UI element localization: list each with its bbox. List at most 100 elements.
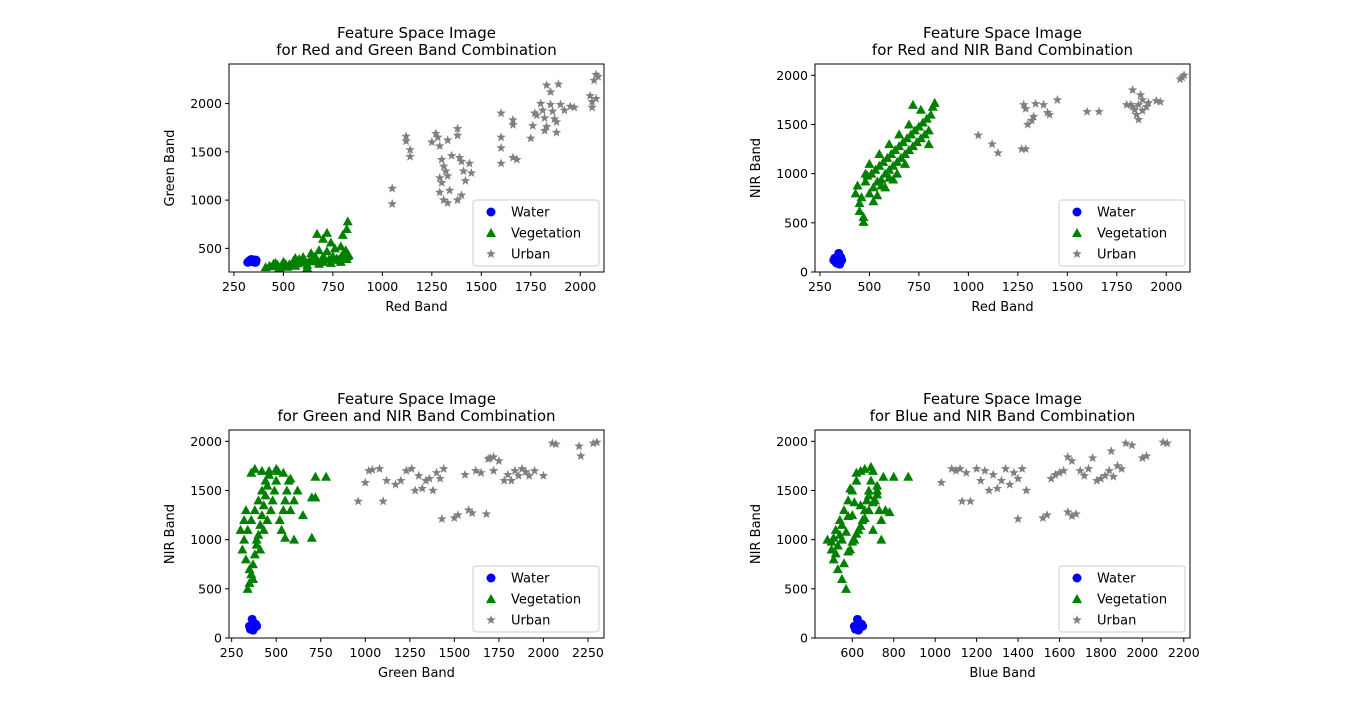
y-tick-label: 1000 <box>776 166 808 181</box>
data-point-urban <box>524 470 534 480</box>
data-point-urban <box>449 513 460 523</box>
data-point-urban <box>431 467 442 477</box>
data-point-vegetation <box>852 180 863 190</box>
data-point-urban <box>1022 119 1033 129</box>
data-point-vegetation <box>292 485 303 495</box>
data-point-urban <box>1052 94 1063 104</box>
data-point-urban <box>446 150 457 160</box>
legend-box <box>472 565 600 633</box>
data-point-urban <box>481 509 492 519</box>
data-point-vegetation <box>868 182 879 192</box>
data-point-vegetation <box>915 104 926 114</box>
data-point-urban <box>1028 111 1039 121</box>
x-tick-label: 1000 <box>366 279 398 294</box>
data-point-vegetation <box>251 534 262 544</box>
data-point-urban <box>1067 511 1077 521</box>
x-tick-label: 250 <box>220 645 244 660</box>
data-point-urban <box>1044 109 1055 119</box>
data-point-vegetation <box>285 473 296 483</box>
data-point-vegetation <box>335 241 346 251</box>
x-tick-label: 2000 <box>1150 279 1182 294</box>
axes-frame <box>814 429 1191 639</box>
data-point-urban <box>529 108 540 118</box>
data-point-vegetation <box>341 224 352 234</box>
data-point-urban <box>589 75 599 85</box>
data-point-urban <box>387 183 398 193</box>
y-tick-label: 500 <box>198 581 222 596</box>
data-point-vegetation <box>289 534 300 544</box>
data-point-urban <box>588 438 599 448</box>
x-tick-label: 1200 <box>961 645 993 660</box>
y-tick-label: 1500 <box>776 483 808 498</box>
data-point-urban <box>452 195 463 205</box>
data-point-vegetation <box>851 475 862 485</box>
data-point-vegetation <box>289 495 300 505</box>
x-tick-label: 1000 <box>952 279 984 294</box>
data-point-vegetation <box>317 252 328 262</box>
data-point-vegetation <box>843 546 854 556</box>
legend-label-urban: Urban <box>511 614 550 629</box>
data-point-vegetation <box>839 558 850 568</box>
data-point-urban <box>496 142 506 153</box>
data-point-urban <box>591 69 601 79</box>
chart-title-line1: Feature Space Image <box>337 24 496 42</box>
data-point-urban <box>438 463 449 473</box>
legend-marker-urban <box>1072 615 1082 625</box>
data-point-vegetation <box>269 485 280 495</box>
data-point-urban <box>464 158 475 168</box>
legend-marker-urban <box>486 249 496 259</box>
x-tick-label: 2000 <box>564 279 596 294</box>
data-point-urban <box>374 463 385 473</box>
data-point-urban <box>1021 144 1031 154</box>
data-point-urban <box>1009 467 1019 477</box>
data-point-urban <box>538 470 549 480</box>
data-point-urban <box>551 439 561 449</box>
data-point-urban <box>508 119 518 129</box>
data-point-vegetation <box>317 233 328 243</box>
data-point-urban <box>975 475 986 485</box>
data-point-urban <box>591 93 601 103</box>
legend-label-water: Water <box>511 572 550 587</box>
x-tick-label: 800 <box>882 645 906 660</box>
data-point-vegetation <box>892 168 903 178</box>
data-point-vegetation <box>342 216 353 226</box>
data-point-vegetation <box>841 526 852 536</box>
data-point-urban <box>526 133 536 143</box>
data-point-urban <box>512 154 522 164</box>
data-point-urban <box>984 485 994 495</box>
data-point-urban <box>440 166 451 176</box>
data-point-urban <box>508 114 518 125</box>
data-point-urban <box>435 473 445 483</box>
data-point-urban <box>1026 115 1037 125</box>
data-point-urban <box>496 108 506 118</box>
data-point-vegetation <box>260 490 271 500</box>
plot-points <box>243 69 603 272</box>
data-point-vegetation <box>246 569 257 579</box>
chart-title-line1: Feature Space Image <box>923 390 1082 408</box>
data-point-urban <box>438 195 449 205</box>
data-point-urban <box>435 141 445 151</box>
data-point-vegetation <box>240 554 251 564</box>
data-point-urban <box>587 102 597 112</box>
data-point-urban <box>1127 440 1137 450</box>
data-point-urban <box>1067 455 1077 466</box>
y-tick-label: 1500 <box>190 483 222 498</box>
plot-points <box>235 437 602 635</box>
data-point-water <box>830 253 840 263</box>
data-point-vegetation <box>239 534 250 544</box>
data-point-urban <box>1133 114 1144 124</box>
data-point-vegetation <box>253 529 264 539</box>
data-point-vegetation <box>851 467 862 477</box>
data-point-vegetation <box>876 534 887 544</box>
legend-label-vegetation: Vegetation <box>1097 227 1167 242</box>
plot-points <box>829 70 1189 269</box>
y-tick-label: 1500 <box>190 144 222 159</box>
data-point-urban <box>436 177 447 187</box>
data-point-vegetation <box>325 257 336 267</box>
data-point-urban <box>1104 465 1114 475</box>
legend-marker-water <box>1072 573 1082 583</box>
data-point-vegetation <box>242 524 253 534</box>
x-tick-label: 500 <box>264 645 288 660</box>
x-tick-label: 2200 <box>1168 645 1200 660</box>
